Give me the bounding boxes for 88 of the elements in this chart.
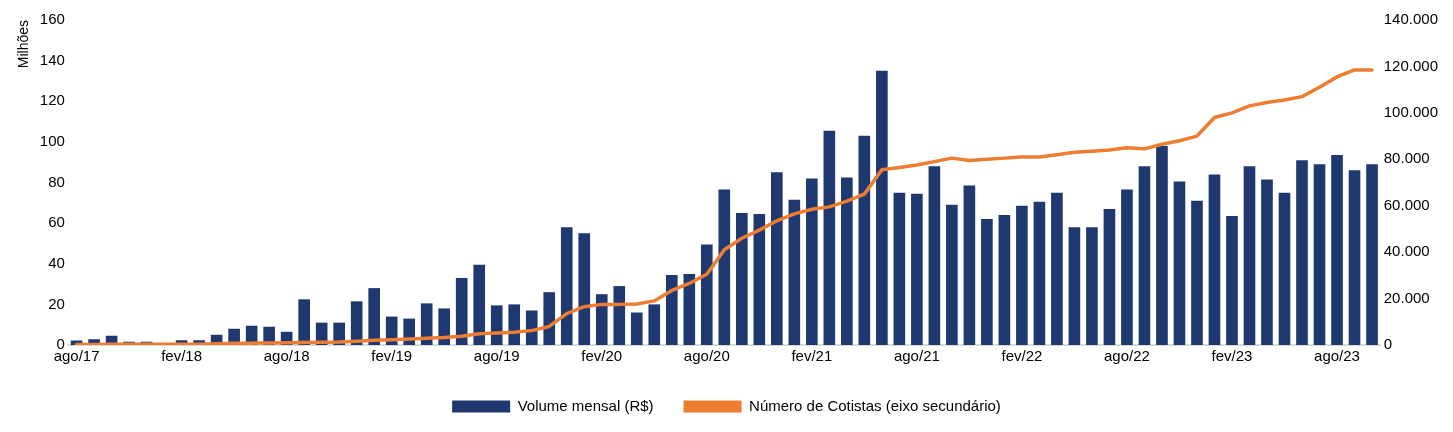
y-tick-label: 40 [48, 253, 65, 271]
bar [1086, 227, 1098, 345]
y2-tick-label: 80.000 [1383, 149, 1430, 167]
x-tick-label: fev/23 [1211, 347, 1253, 365]
bar [1278, 192, 1291, 345]
bar [1331, 155, 1343, 345]
bar [648, 304, 661, 345]
bar [665, 274, 678, 345]
bar [490, 305, 503, 345]
bar [946, 204, 958, 345]
bar [876, 70, 888, 345]
bar [1366, 164, 1378, 345]
y-tick-label: 80 [48, 172, 65, 190]
bar [1156, 145, 1168, 345]
bar [823, 130, 836, 345]
y-tick-label: 60 [48, 213, 65, 231]
bar [928, 166, 941, 345]
bar [841, 177, 853, 345]
bar [998, 215, 1011, 345]
y-tick-label: 20 [48, 294, 65, 312]
x-tick-label: ago/21 [893, 347, 940, 365]
bar [1033, 201, 1046, 345]
x-tick-label: ago/20 [683, 347, 730, 365]
bar [1191, 200, 1203, 345]
bar [455, 277, 468, 345]
y2-tick-label: 0 [1383, 335, 1393, 353]
bar [911, 193, 923, 345]
y2-tick-label: 120.000 [1383, 56, 1439, 74]
bar [981, 219, 993, 345]
bar [1261, 179, 1273, 345]
x-tick-label: fev/22 [1001, 347, 1043, 365]
bar [578, 233, 591, 345]
bar [613, 286, 626, 345]
bar [1208, 174, 1221, 345]
bar [595, 294, 608, 345]
y2-tick-label: 60.000 [1383, 195, 1430, 213]
x-tick-label: fev/18 [161, 347, 203, 365]
bar [420, 303, 433, 345]
x-tick-label: fev/19 [371, 347, 413, 365]
y-tick-label: 100 [39, 132, 65, 150]
bar [700, 244, 713, 345]
y2-tick-label: 20.000 [1383, 288, 1430, 306]
bar [788, 199, 801, 345]
y-axis-title: Milhões [15, 20, 32, 69]
bar [771, 172, 783, 345]
x-tick-label: fev/21 [791, 347, 833, 365]
bar [1121, 189, 1133, 345]
x-tick-label: ago/19 [473, 347, 520, 365]
bar [1138, 166, 1151, 345]
x-tick-label: ago/18 [263, 347, 310, 365]
y2-tick-label: 40.000 [1383, 242, 1430, 260]
bar [1173, 181, 1186, 345]
bar [1051, 192, 1063, 345]
bar [1103, 208, 1116, 345]
bar [963, 185, 976, 345]
bar [1243, 166, 1256, 345]
bar [893, 192, 906, 345]
bar [806, 178, 818, 345]
bar [560, 227, 573, 345]
bar [508, 304, 521, 345]
bar [718, 189, 731, 345]
bar [753, 213, 766, 345]
bar [473, 264, 486, 345]
y-tick-label: 0 [56, 335, 65, 353]
legend-label: Número de Cotistas (eixo secundário) [749, 396, 1001, 414]
x-tick-label: fev/20 [581, 347, 623, 365]
y-tick-label: 140 [39, 50, 65, 68]
x-tick-label: ago/22 [1104, 347, 1150, 365]
y-tick-label: 160 [39, 10, 65, 28]
bar [1296, 160, 1308, 345]
x-tick-label: ago/23 [1314, 347, 1360, 365]
bar [1016, 205, 1028, 345]
y2-tick-label: 100.000 [1383, 103, 1439, 120]
bar [630, 312, 643, 345]
bar [1068, 227, 1081, 345]
y-tick-label: 120 [39, 91, 65, 109]
bar [298, 299, 310, 345]
bar [543, 292, 556, 345]
legend-label: Volume mensal (R$) [517, 396, 654, 414]
y2-tick-label: 140.000 [1383, 10, 1439, 28]
bar [735, 212, 748, 345]
bar [438, 308, 451, 345]
bar [1348, 170, 1361, 345]
bar [858, 135, 871, 345]
bar [1313, 164, 1326, 345]
bar [368, 288, 380, 345]
bar [1226, 216, 1238, 345]
bar [683, 273, 696, 345]
